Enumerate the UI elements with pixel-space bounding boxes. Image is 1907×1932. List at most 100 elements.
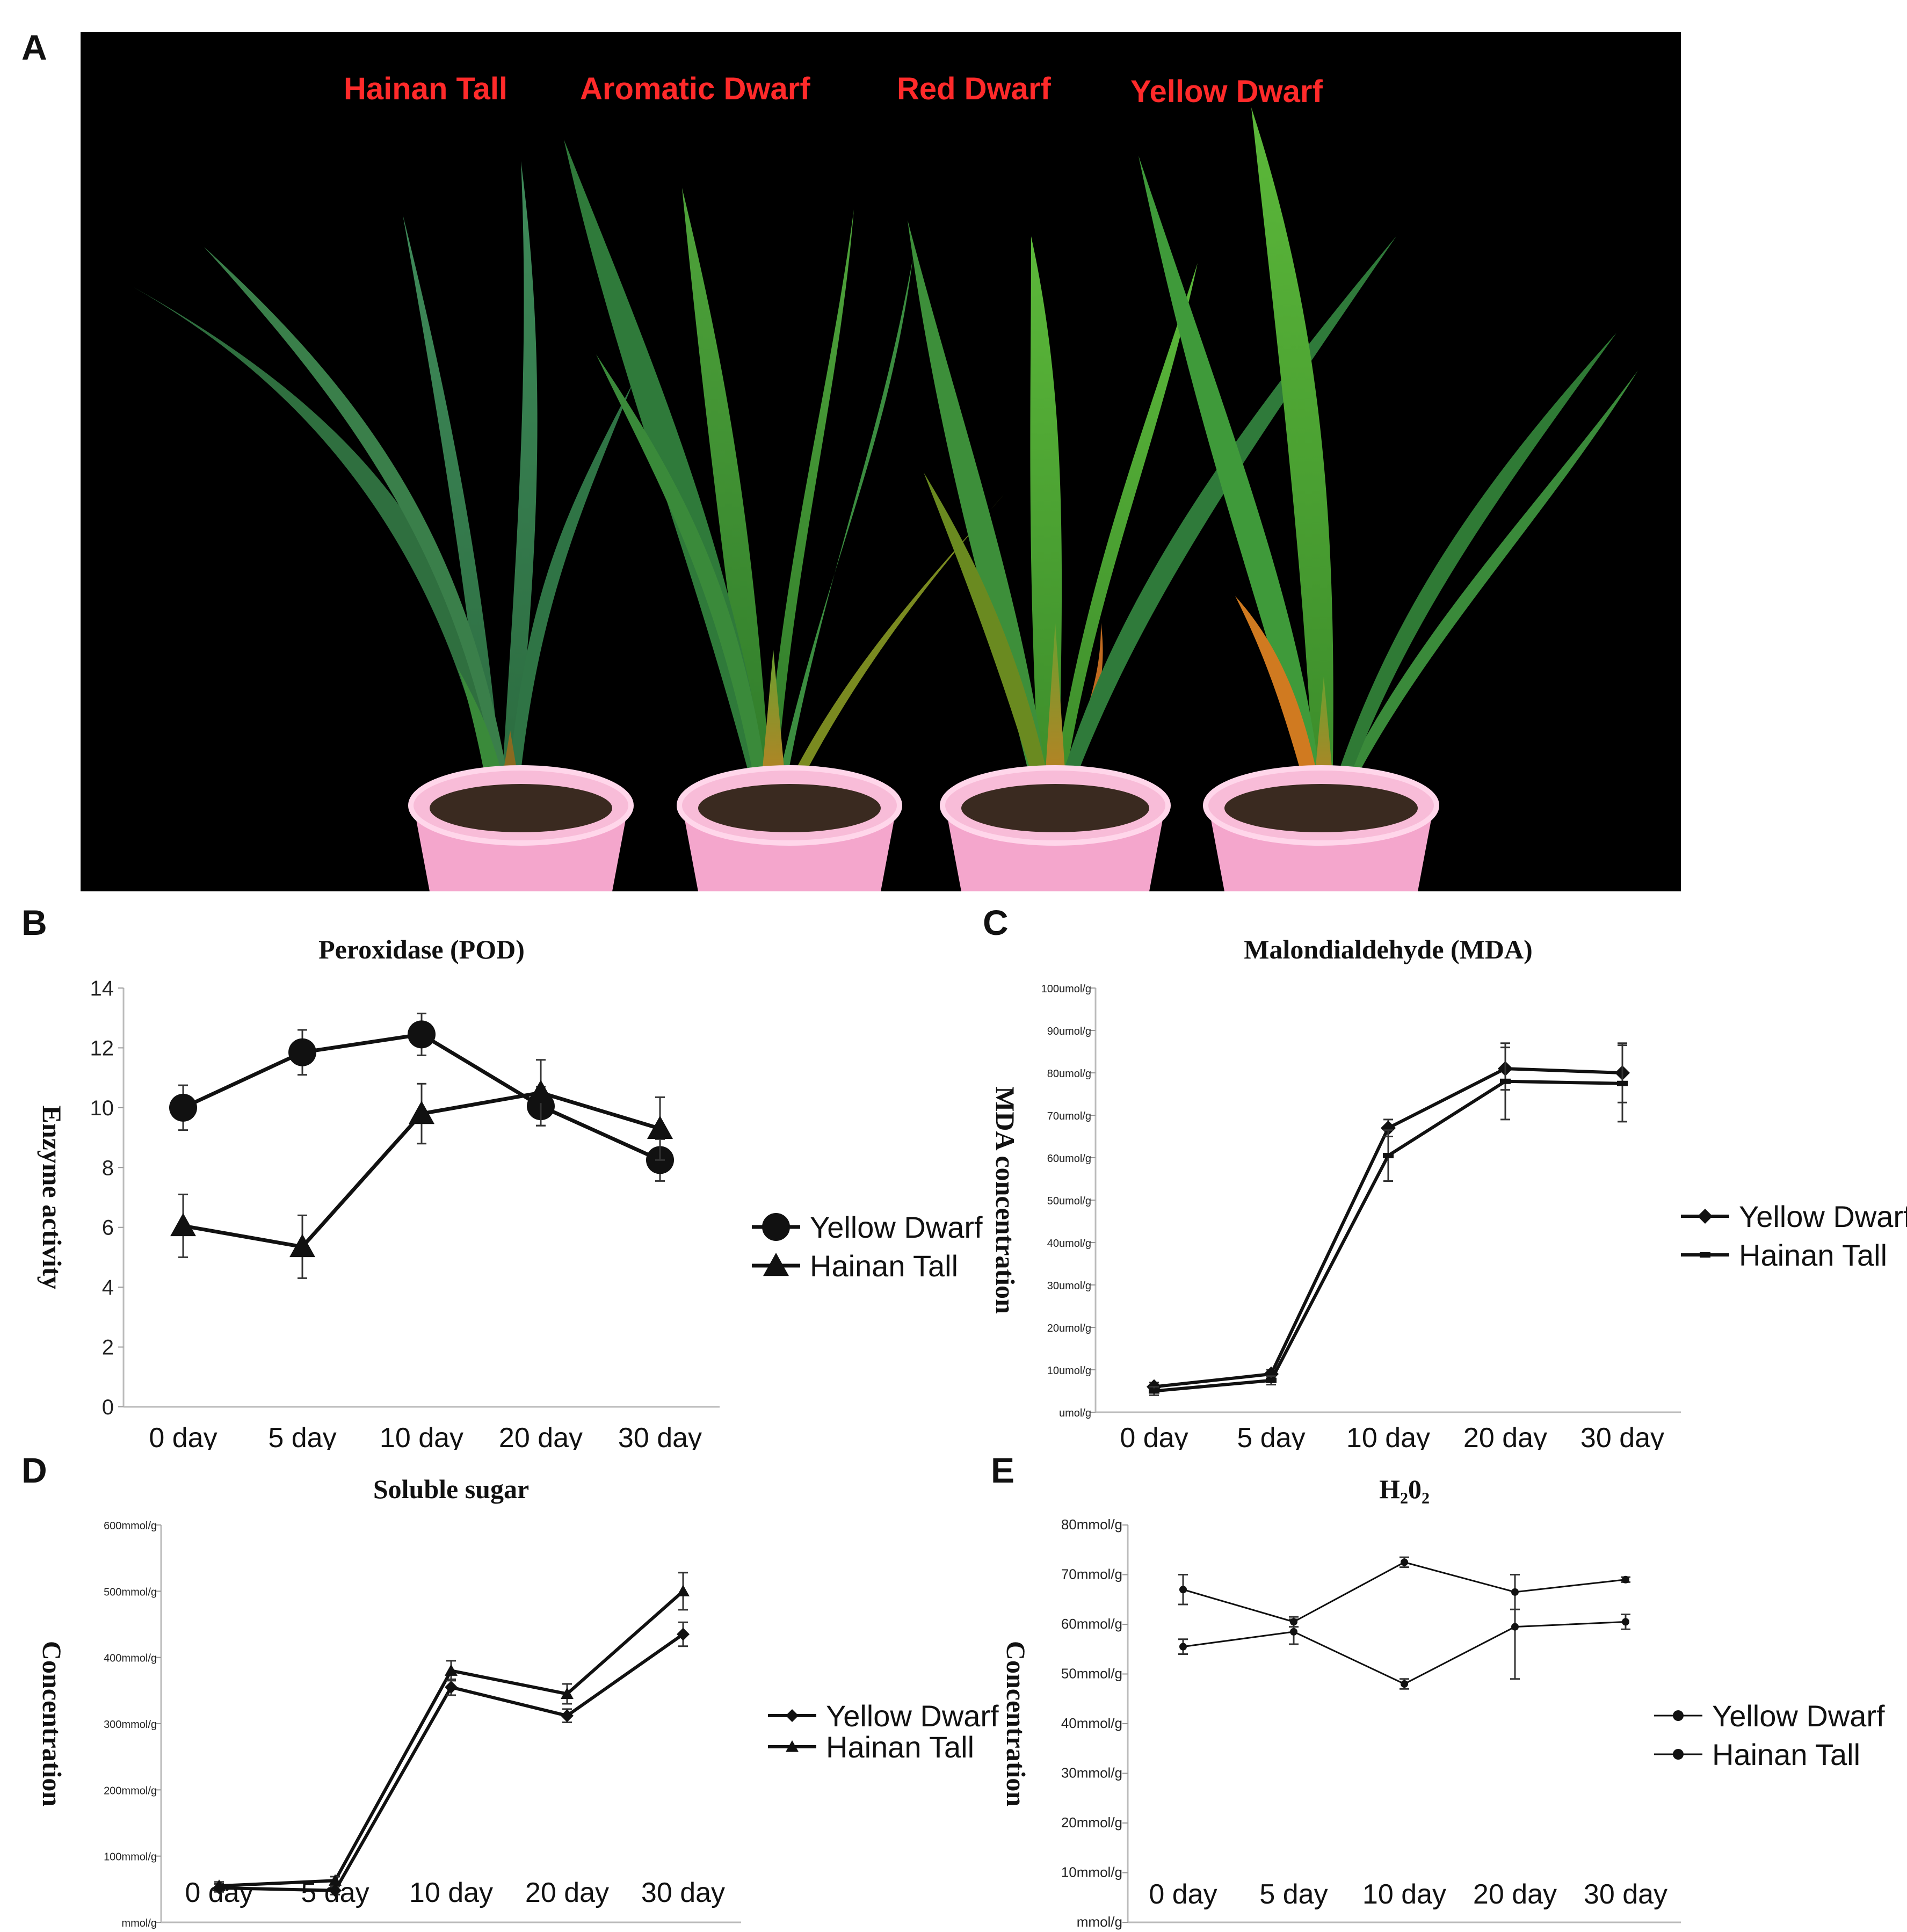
data-point [1149,1388,1159,1394]
legend-marker [762,1213,790,1241]
x-tick-label: 20 day [1473,1879,1557,1910]
legend-marker [763,1253,789,1276]
chart-malondialdehyde: Malondialdehyde (MDA) MDA concentration um… [990,934,1907,1450]
x-tick-label: 30 day [618,1422,702,1450]
legend-marker [786,1709,799,1722]
data-point [1401,1558,1408,1566]
y-tick-label: 70mmol/g [1061,1566,1122,1582]
x-tick-label: 10 day [409,1877,493,1908]
series-line [1183,1621,1626,1685]
series-0 [1178,1574,1630,1690]
data-point [647,1115,673,1139]
x-tick-label: 5 day [1259,1879,1328,1910]
chart-title: Peroxidase (POD) [318,934,525,964]
panel-label-a: A [21,27,47,67]
y-tick-label: umol/g [1059,1407,1091,1419]
y-tick-label: mmol/g [1077,1914,1122,1930]
panel-label-e: E [991,1450,1015,1490]
series-1 [213,1572,690,1891]
y-tick-label: 8 [102,1156,114,1180]
x-tick-label: 20 day [1463,1422,1547,1450]
data-point [1381,1120,1396,1136]
data-point [1290,1618,1297,1626]
series-0 [1147,1042,1630,1394]
pots [408,765,1439,891]
x-tick-label: 5 day [1237,1422,1305,1450]
data-point [213,1879,226,1891]
variety-label-yellow-dwarf: Yellow Dwarf [1130,74,1323,109]
y-tick-label: mmol/g [121,1918,157,1929]
data-point [1383,1153,1394,1159]
y-tick-label: 14 [90,977,114,1000]
y-axis-title: MDA concentration [990,1086,1020,1314]
y-tick-label: 12 [90,1036,114,1060]
x-tick-label: 30 day [1580,1422,1664,1450]
legend-marker [1698,1209,1713,1224]
y-tick-label: 100mmol/g [104,1851,157,1863]
legend-label: Yellow Dwarf [826,1699,999,1733]
y-tick-label: 400mmol/g [104,1653,157,1665]
data-point [1500,1078,1511,1084]
y-tick-label: 60mmol/g [1061,1616,1122,1632]
x-tick-label: 0 day [1149,1879,1217,1910]
series-1 [1149,1042,1628,1396]
data-point [1290,1628,1297,1636]
x-tick-label: 20 day [525,1877,609,1908]
legend-label: Yellow Dwarf [1712,1699,1885,1733]
plant-aromatic-dwarf [564,140,1004,827]
y-tick-label: 30mmol/g [1061,1765,1122,1781]
y-tick-label: 90umol/g [1047,1026,1091,1037]
y-tick-label: 40mmol/g [1061,1715,1122,1731]
data-point [677,1628,690,1641]
y-tick-label: 50mmol/g [1061,1666,1122,1682]
data-point [1622,1618,1629,1626]
y-tick-label: 50umol/g [1047,1195,1091,1207]
data-point [169,1093,197,1122]
legend-marker [1673,1749,1684,1760]
panel-label-c: C [983,903,1009,942]
series-line [1154,1067,1623,1389]
chart-title: H₂0₂ [1379,1474,1430,1504]
y-tick-label: 0 [102,1396,114,1419]
x-tick-label: 10 day [380,1422,463,1450]
y-tick-label: 6 [102,1216,114,1240]
x-tick-label: 0 day [149,1422,217,1450]
panel-label-b: B [21,903,47,942]
data-point [677,1585,690,1596]
series-1 [1178,1556,1630,1628]
y-tick-label: 2 [102,1336,114,1360]
data-point [445,1664,458,1676]
data-point [1266,1377,1277,1383]
data-point [445,1681,458,1694]
x-tick-label: 10 day [1346,1422,1430,1450]
data-point [329,1884,342,1897]
series-line [219,1590,684,1888]
y-tick-label: 10mmol/g [1061,1864,1122,1880]
data-point [170,1212,196,1237]
y-tick-label: 20umol/g [1047,1323,1091,1334]
y-tick-label: 600mmol/g [104,1520,157,1532]
data-point [1511,1588,1519,1596]
variety-label-aromatic-dwarf: Aromatic Dwarf [580,71,810,106]
chart-peroxidase: Peroxidase (POD) Enzyme activity 0 2 4 6 8 10 12… [37,934,983,1450]
legend-marker [786,1740,799,1752]
series-line [1183,1561,1626,1623]
data-point [289,1233,315,1258]
legend-marker [1700,1252,1710,1258]
y-tick-label: 200mmol/g [104,1785,157,1797]
legend-label: Hainan Tall [1739,1238,1887,1272]
x-tick-label: 20 day [499,1422,583,1450]
panel-label-d: D [21,1450,47,1490]
y-tick-label: 80umol/g [1047,1068,1091,1080]
legend-label: Yellow Dwarf [810,1210,983,1244]
chart-hydrogen-peroxide: H₂0₂ Concentration mmol/g 10mmol/g 20mmol/g 3… [1001,1474,1885,1930]
data-point [561,1709,574,1723]
data-point [561,1687,574,1699]
data-point [1179,1586,1187,1594]
x-tick-label: 10 day [1362,1879,1446,1910]
chart-title: Malondialdehyde (MDA) [1244,934,1533,964]
series-1 [170,1059,673,1279]
x-tick-label: 30 day [1584,1879,1667,1910]
legend-label: Yellow Dwarf [1739,1200,1907,1233]
photo-background [81,32,1681,891]
